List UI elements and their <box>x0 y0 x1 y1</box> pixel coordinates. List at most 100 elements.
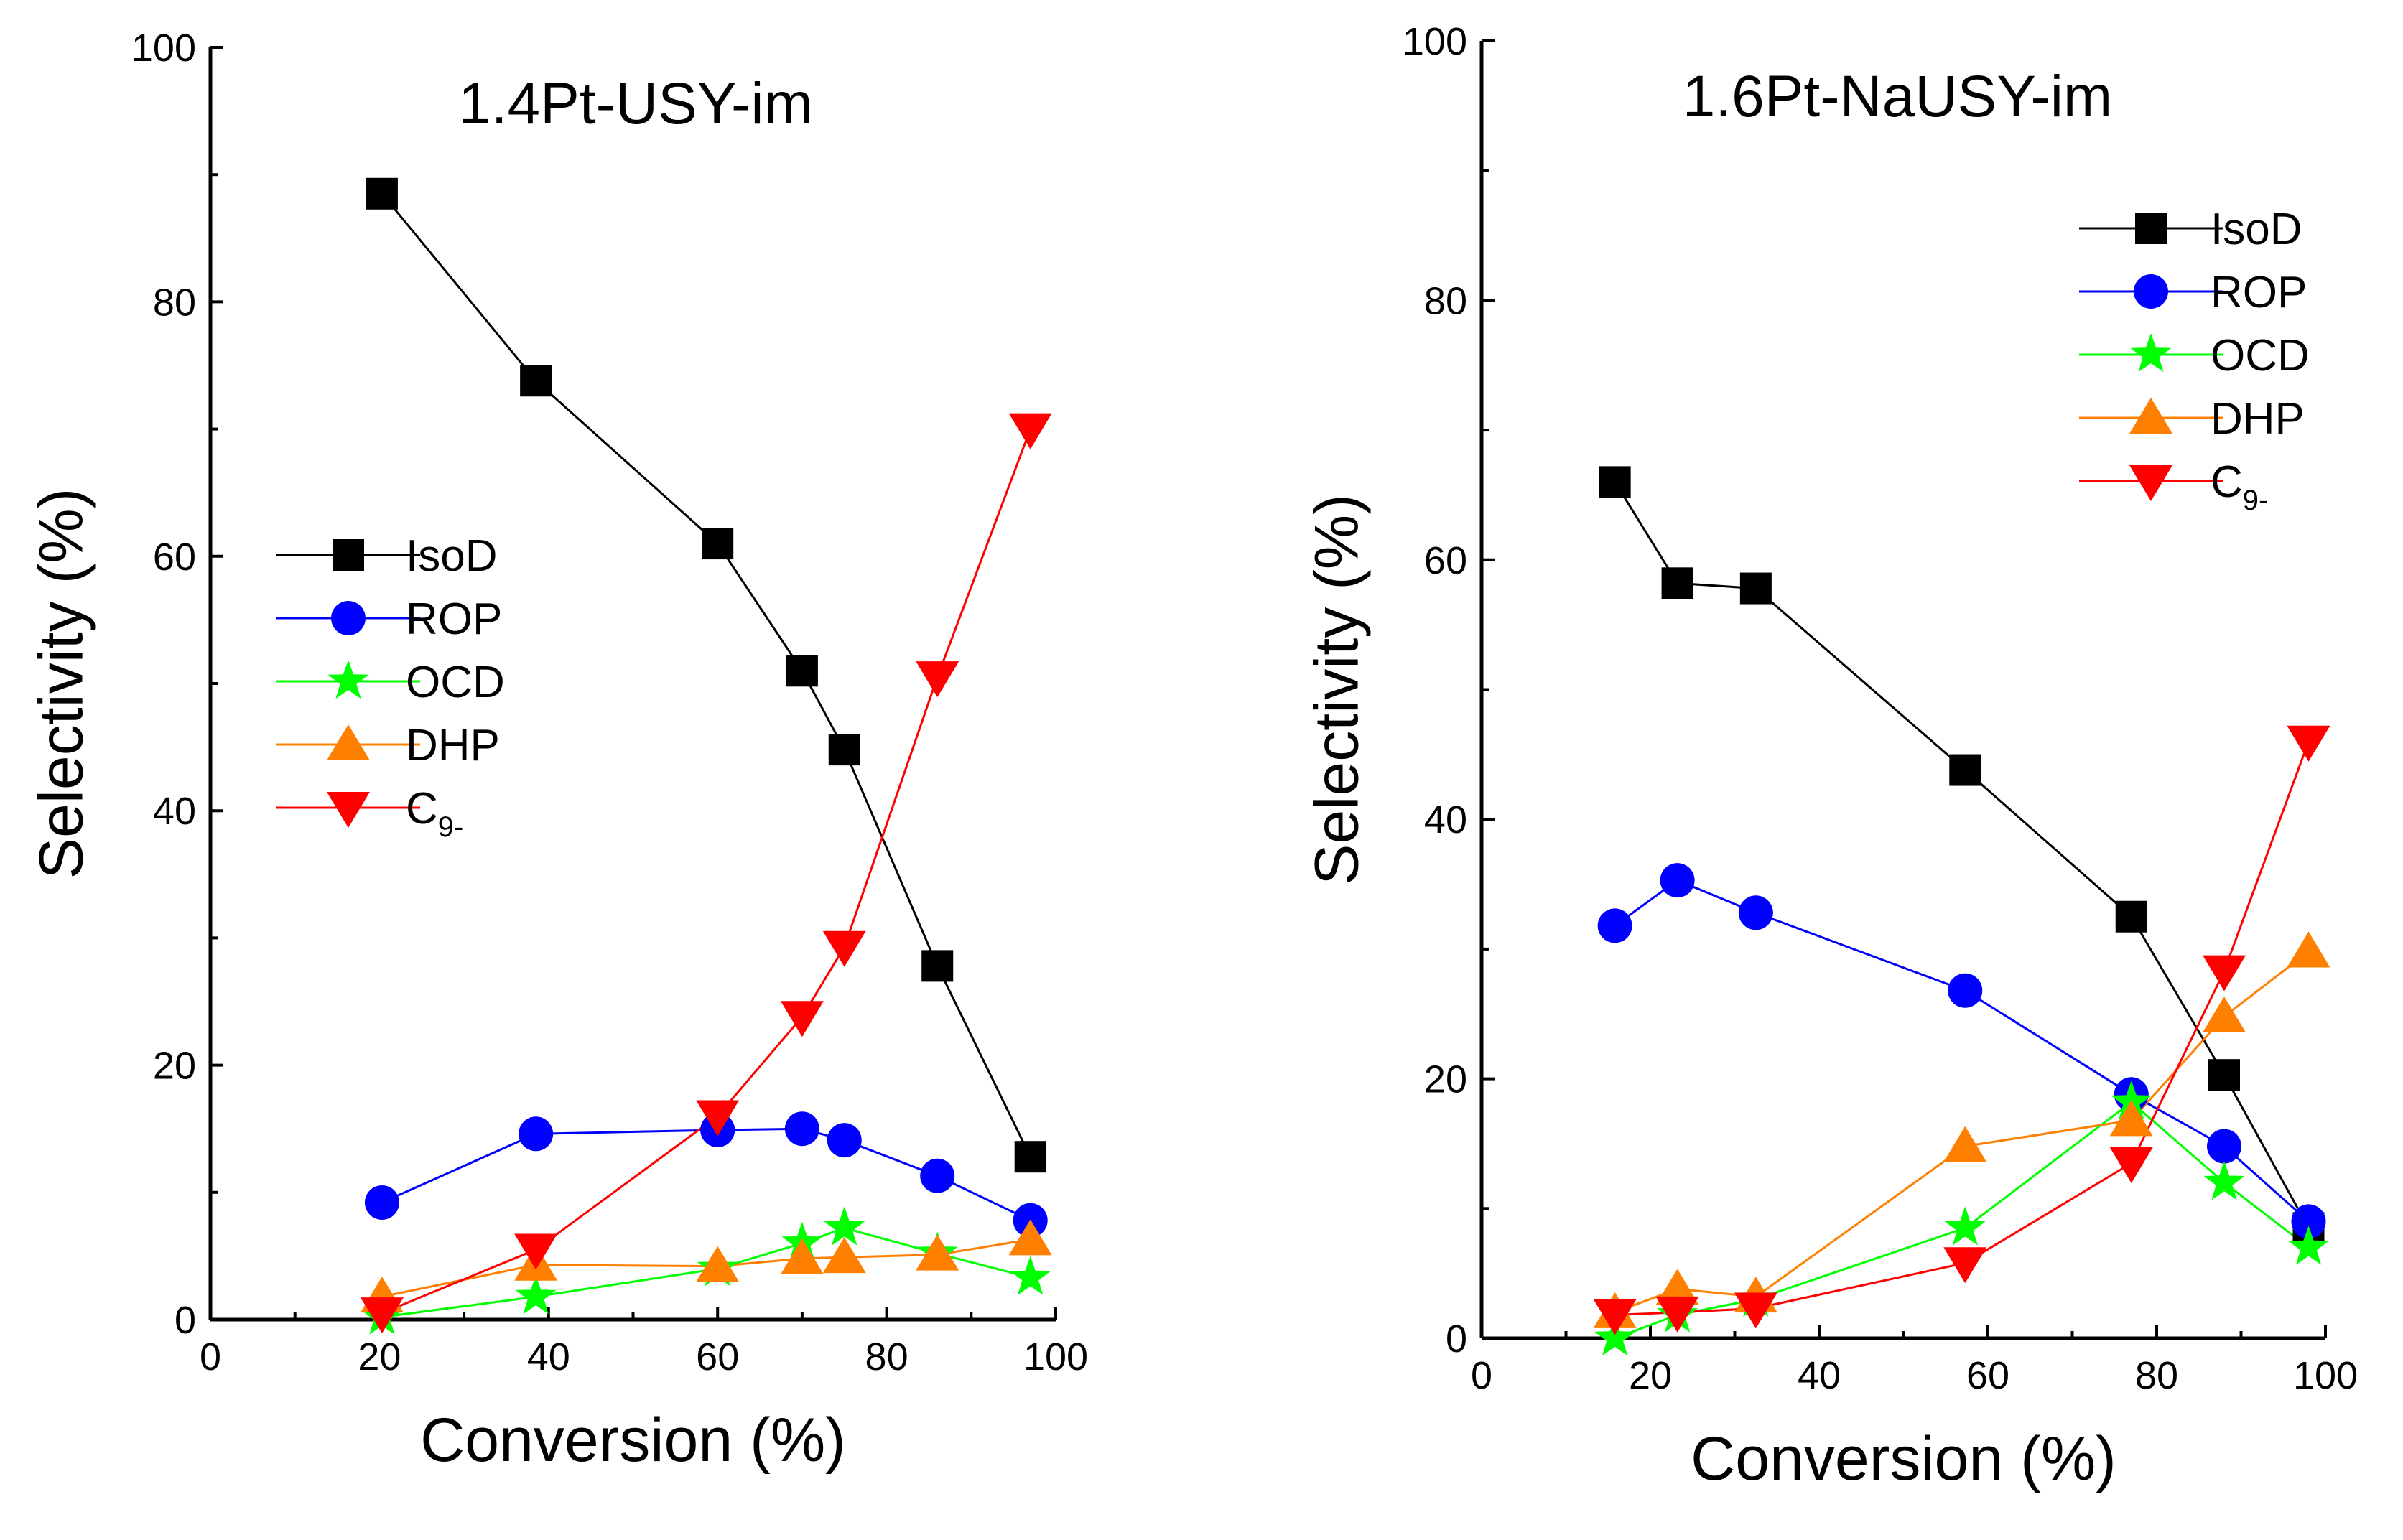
data-point-dhp <box>1655 1269 1699 1305</box>
data-point-rop <box>1660 863 1695 898</box>
y-tick-label: 100 <box>1403 20 1467 63</box>
data-point-rop <box>784 1111 819 1147</box>
legend-label: DHP <box>2211 394 2305 444</box>
data-point-isod <box>786 655 818 687</box>
legend-label: IsoD <box>406 531 497 581</box>
data-point-c <box>780 1001 824 1037</box>
data-point-ocd <box>824 1206 865 1246</box>
data-point-rop <box>827 1123 862 1158</box>
data-point-isod <box>1949 754 1981 786</box>
data-point-isod <box>921 950 954 982</box>
x-tick-label: 100 <box>1023 1335 1088 1378</box>
data-point-isod <box>520 365 552 397</box>
y-tick-label: 40 <box>1424 798 1467 841</box>
data-point-rop <box>1738 895 1773 930</box>
x-axis-label: Conversion (%) <box>420 1406 846 1475</box>
x-tick-label: 40 <box>527 1335 570 1378</box>
y-tick-label: 100 <box>131 27 196 70</box>
data-point-c <box>514 1233 558 1270</box>
data-point-dhp <box>780 1238 824 1274</box>
data-point-c <box>916 661 959 698</box>
legend-marker-ocd <box>2130 333 2172 373</box>
x-tick-label: 60 <box>696 1335 739 1378</box>
data-point-rop <box>364 1185 399 1220</box>
data-point-dhp <box>2109 1100 2153 1137</box>
x-tick-label: 80 <box>865 1335 908 1378</box>
y-axis-label: Selectivity (%) <box>1303 494 1372 885</box>
legend-marker-rop <box>2134 274 2168 309</box>
data-point-dhp <box>916 1234 959 1271</box>
legend-label-text: C <box>2211 457 2243 507</box>
legend: IsoD ROP OCD DHP C9- <box>2079 205 2310 516</box>
data-point-c <box>1943 1247 1987 1284</box>
data-point-c <box>1008 413 1052 449</box>
legend-label: DHP <box>406 721 500 770</box>
data-point-dhp <box>2287 931 2330 968</box>
legend-label: C9- <box>2211 457 2268 516</box>
legend-marker-isod <box>333 539 364 571</box>
legend-marker-c <box>2129 465 2172 501</box>
chart-title: 1.4Pt-USY-im <box>458 71 813 136</box>
x-tick-label: 20 <box>1629 1354 1672 1397</box>
data-point-c <box>2109 1147 2153 1184</box>
y-axis-label: Selectivity (%) <box>27 488 96 879</box>
legend-label-text: IsoD <box>406 531 497 581</box>
data-point-isod <box>1661 567 1693 599</box>
y-tick-label: 0 <box>175 1299 196 1342</box>
chart-panel-right: 0 20 40 60 80 100 0 20 40 60 80 100 Conversion (%) Se… <box>1303 20 2358 1493</box>
data-point-rop <box>2207 1129 2241 1164</box>
data-point-ocd <box>1944 1206 1986 1246</box>
data-point-c <box>822 930 866 967</box>
data-point-c <box>1655 1296 1699 1333</box>
data-point-ocd <box>515 1275 557 1315</box>
data-point-isod <box>1014 1141 1046 1173</box>
data-point-ocd <box>2288 1226 2329 1265</box>
series-line-isod <box>1614 481 2310 1229</box>
data-point-rop <box>920 1158 955 1193</box>
y-tick-label: 80 <box>1424 279 1467 322</box>
y-tick-label: 60 <box>1424 539 1467 582</box>
data-point-isod <box>1739 572 1772 605</box>
y-tick-label: 0 <box>1446 1317 1467 1361</box>
data-point-ocd <box>1594 1317 1636 1356</box>
legend-label: C9- <box>406 784 463 843</box>
legend-label-text: OCD <box>406 658 505 707</box>
legend-label: OCD <box>406 658 505 707</box>
data-point-c <box>2287 725 2330 762</box>
legend-label-text: C <box>406 784 438 834</box>
legend-label-subscript: 9- <box>438 811 464 843</box>
y-tick-label: 80 <box>153 281 196 324</box>
legend-label-text: IsoD <box>2211 205 2302 254</box>
x-tick-label: 60 <box>1966 1354 2009 1397</box>
x-tick-label: 100 <box>2293 1354 2358 1397</box>
legend-label-subscript: 9- <box>2243 485 2269 516</box>
legend-marker-isod <box>2135 213 2167 244</box>
data-point-ocd <box>1010 1256 1051 1295</box>
data-point-rop <box>1597 908 1632 943</box>
data-point-dhp <box>2203 996 2246 1032</box>
legend-marker-rop <box>331 601 366 635</box>
chart-title: 1.6Pt-NaUSY-im <box>1683 64 2113 129</box>
legend-label-text: DHP <box>2211 394 2305 444</box>
data-point-dhp <box>1943 1126 1987 1162</box>
data-point-c <box>1734 1292 1777 1329</box>
y-tick-label: 40 <box>153 790 196 833</box>
chart-panel-left: 0 20 40 60 80 100 0 20 40 60 80 100 Conversion (%) Se… <box>27 27 1088 1475</box>
y-tick-label: 20 <box>1424 1058 1467 1101</box>
data-point-c <box>2203 955 2246 991</box>
series-line-rop <box>1614 879 2310 1223</box>
legend-label: IsoD <box>2211 205 2302 254</box>
data-point-ocd <box>2203 1161 2245 1200</box>
data-point-isod <box>1599 466 1631 498</box>
y-tick-label: 20 <box>153 1045 196 1088</box>
data-point-dhp <box>696 1246 740 1282</box>
data-point-dhp <box>822 1237 866 1274</box>
data-point-rop <box>519 1116 554 1152</box>
data-point-isod <box>828 734 860 766</box>
legend-marker-c <box>327 792 370 828</box>
data-point-isod <box>702 528 734 560</box>
x-tick-label: 80 <box>2135 1354 2178 1397</box>
x-tick-label: 40 <box>1798 1354 1841 1397</box>
data-point-isod <box>2115 900 2147 933</box>
